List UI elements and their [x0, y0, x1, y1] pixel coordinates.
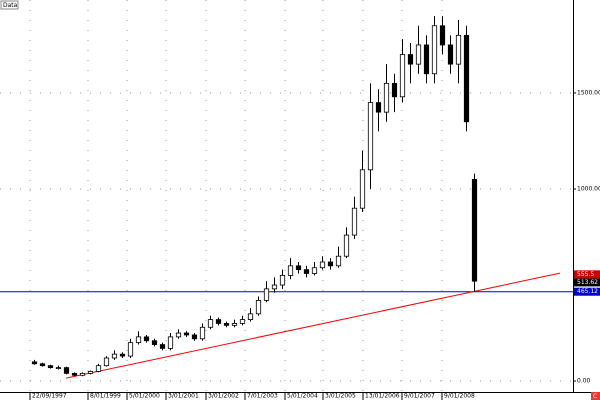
candle-body: [191, 334, 198, 340]
candle-body: [343, 234, 350, 257]
candle-body: [447, 44, 454, 65]
candle-body: [127, 342, 134, 357]
x-tick-label: 3/01/2001: [168, 393, 199, 400]
candle-body: [271, 284, 278, 290]
candle-body: [319, 261, 326, 269]
candle-body: [199, 326, 206, 340]
candle-body: [255, 299, 262, 315]
candle-body: [159, 344, 166, 349]
candle-body: [183, 332, 190, 336]
x-tick-label: 5/01/2000: [129, 393, 160, 400]
y-tick-label: 1500.00: [577, 89, 600, 96]
candle-body: [311, 267, 318, 274]
candle-body: [231, 323, 238, 326]
candle-body: [455, 34, 462, 65]
candle-body: [31, 361, 38, 365]
candle-body: [279, 275, 286, 286]
candle-body: [351, 207, 358, 236]
candle-body: [119, 353, 126, 357]
candle-body: [327, 261, 334, 267]
x-tick-label: 22/09/1997: [32, 393, 67, 400]
candle-body: [63, 367, 70, 374]
x-tick-label: 9/01/2008: [444, 393, 475, 400]
candle-body: [431, 25, 438, 75]
candle-body: [415, 44, 422, 65]
candle-body: [151, 340, 158, 345]
y-tick-label: 0.00: [577, 378, 591, 385]
candle-body: [263, 288, 270, 301]
candle-body: [239, 319, 246, 324]
candle-body: [407, 54, 414, 65]
candle-body: [87, 371, 94, 374]
candle-body: [39, 363, 46, 367]
candle-body: [71, 372, 78, 376]
price-label-box: [574, 287, 600, 296]
candle-body: [103, 357, 110, 367]
price-label-box: [574, 278, 600, 287]
x-tick-label: 7/01/2003: [247, 393, 278, 400]
x-tick-label: 3/01/2005: [325, 393, 356, 400]
candle-body: [175, 332, 182, 338]
candle-body: [439, 25, 446, 46]
title-box: [0, 0, 19, 10]
candle-body: [367, 102, 374, 171]
chart-title: Data: [3, 2, 18, 9]
x-tick-label: 13/01/2006: [365, 393, 400, 400]
candle-body: [247, 313, 254, 320]
x-tick-label: 8/01/1999: [90, 393, 121, 400]
price-label: 555.5: [577, 271, 594, 278]
corner-button[interactable]: [591, 392, 600, 400]
candle-body: [135, 336, 142, 344]
candle-body: [215, 319, 222, 324]
candle-body: [55, 367, 62, 370]
candle-body: [391, 82, 398, 98]
x-tick-label: 9/01/2007: [404, 393, 435, 400]
candle-body: [375, 102, 382, 113]
candle-body: [79, 372, 86, 376]
candle-body: [383, 82, 390, 113]
candle-body: [303, 269, 310, 274]
corner-label[interactable]: C: [593, 393, 597, 400]
candle-body: [167, 336, 174, 349]
candle-body: [207, 319, 214, 328]
candle-body: [47, 365, 54, 369]
candle-body: [143, 336, 150, 342]
candle-body: [295, 265, 302, 271]
candle-body: [359, 169, 366, 209]
candle-body: [423, 44, 430, 75]
candle-body: [287, 265, 294, 276]
candle-body: [111, 353, 118, 359]
price-label: 513.62: [577, 279, 598, 286]
candle-body: [471, 178, 478, 282]
candle-body: [223, 323, 230, 326]
price-label-box: [574, 270, 600, 279]
candle-body: [335, 255, 342, 267]
x-tick-label: 5/01/2004: [287, 393, 318, 400]
candle-body: [399, 54, 406, 98]
trendline: [65, 272, 561, 379]
price-label: 465.12: [577, 288, 598, 295]
y-tick-label: 1000.00: [577, 185, 600, 192]
candle-body: [95, 365, 102, 372]
candle-body: [463, 34, 470, 123]
x-tick-label: 3/01/2002: [208, 393, 239, 400]
